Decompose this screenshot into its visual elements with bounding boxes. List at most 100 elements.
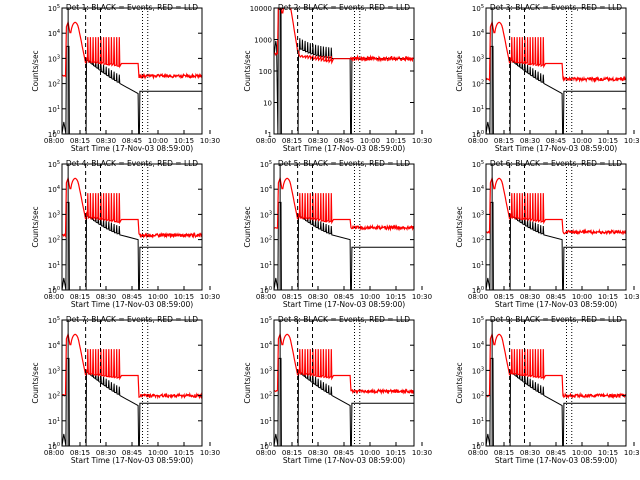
panel-title: Det 8: BLACK = Events, RED = LLD [278,315,410,324]
ytick-label: 100 [259,68,272,76]
series-events [486,358,626,446]
ytick-label: 104 [48,185,60,194]
x-axis-label: Start Time (17-Nov-03 08:59:00) [283,456,405,465]
plot-frame [486,320,626,446]
series-events [62,202,202,290]
xtick-label: 08:00 [468,449,488,457]
ytick-label: 104 [260,341,272,350]
plot-area [62,320,202,446]
ytick-label: 104 [260,185,272,194]
ytick-label: 101 [472,105,484,114]
panel-4: 100 101 102 103 104 105 08:00 08:15 08:30 08:45 10… [31,159,220,309]
series-lld [274,334,414,393]
xtick-label: 10:30 [624,449,640,457]
series-lld [62,22,202,78]
ytick-label: 102 [472,80,484,89]
series-events [274,358,414,446]
series-lld [486,178,626,234]
xtick-label: 08:00 [44,449,64,457]
ytick-label: 101 [260,417,272,426]
ytick-label: 101 [48,105,60,114]
panel-title: Det 7: BLACK = Events, RED = LLD [66,315,198,324]
ytick-label: 103 [260,210,272,219]
figure-canvas: 10010110210310410508:00 08:15 08:30 08:45 10… [0,0,640,480]
ytick-label: 10000 [250,5,272,13]
series-lld [486,22,626,81]
plot-area [486,164,626,290]
plot-frame [486,8,626,134]
panel-5: 100 101 102 103 104 105 08:00 08:15 08:30 08:45 10… [243,159,432,309]
xtick-label: 08:00 [468,137,488,145]
ytick-label: 101 [472,417,484,426]
ytick-label: 105 [48,316,60,325]
ytick-label: 105 [48,160,60,169]
xtick-label: 08:00 [256,293,276,301]
y-axis-label: Counts/sec [243,206,252,247]
x-axis-label: Start Time (17-Nov-03 08:59:00) [71,144,193,153]
y-axis-label: Counts/sec [31,206,40,247]
series-lld [486,334,626,397]
xtick-label: 10:30 [412,137,432,145]
ytick-label: 105 [260,160,272,169]
xtick-label: 10:30 [412,449,432,457]
xtick-label: 10:30 [200,293,220,301]
ytick-label: 105 [472,316,484,325]
panel-7: 100 101 102 103 104 105 08:00 08:15 08:30 08:45 10… [31,315,220,465]
ytick-label: 101 [48,417,60,426]
panel-title: Det 3: BLACK = Events, RED = LLD [490,3,622,12]
plot-frame [62,8,202,134]
y-axis-label: Counts/sec [455,362,464,403]
ytick-label: 103 [48,210,60,219]
ytick-label: 103 [472,54,484,63]
ytick-label: 105 [472,160,484,169]
ytick-label: 1000 [254,37,272,45]
ytick-label: 103 [260,366,272,375]
panel-8: 100 101 102 103 104 105 08:00 08:15 08:30 08:45 10… [243,315,432,465]
series-lld [62,334,202,397]
series-events [62,358,202,446]
ytick-label: 104 [472,185,484,194]
ytick-label: 102 [472,236,484,245]
y-axis-label: Counts/sec [455,206,464,247]
panel-9: 10010110210310410508:00 08:15 08:30 08:45 10… [455,315,640,465]
ytick-label: 105 [472,4,484,13]
ytick-label: 102 [260,236,272,245]
xtick-label: 10:30 [200,137,220,145]
x-axis-label: Start Time (17-Nov-03 08:59:00) [71,456,193,465]
ytick-label: 103 [48,366,60,375]
ytick-label: 102 [48,392,60,401]
series-events [274,202,414,290]
ytick-label: 102 [260,392,272,401]
ytick-label: 105 [260,316,272,325]
y-axis-label: Counts/sec [31,362,40,403]
ytick-label: 102 [48,80,60,89]
series-events [274,0,414,134]
y-axis-label: Counts/sec [31,50,40,91]
ytick-label: 104 [48,29,60,38]
panel-title: Det 4: BLACK = Events, RED = LLD [66,159,198,168]
x-axis-label: Start Time (17-Nov-03 08:59:00) [495,300,617,309]
ytick-label: 105 [48,4,60,13]
ytick-label: 101 [472,261,484,270]
series-events [486,202,626,290]
panel-title: Det 1: BLACK = Events, RED = LLD [66,3,198,12]
ytick-label: 104 [472,341,484,350]
ytick-label: 10 [263,100,272,108]
series-lld [274,178,414,229]
x-axis-label: Start Time (17-Nov-03 08:59:00) [283,144,405,153]
plot-area [274,0,414,134]
plot-frame [274,8,414,134]
ytick-label: 103 [472,210,484,219]
panel-6: 100 101 102 103 104 105 08:00 08:15 08:30 08:45 10… [455,159,640,309]
x-axis-label: Start Time (17-Nov-03 08:59:00) [283,300,405,309]
plot-frame [274,320,414,446]
ytick-label: 103 [48,54,60,63]
series-lld [62,178,202,237]
panel-3: 10010110210310410508:00 08:15 08:30 08:45 10… [455,3,640,153]
xtick-label: 08:00 [256,449,276,457]
y-axis-label: Counts/sec [243,362,252,403]
plot-frame [62,320,202,446]
panel-title: Det 5: BLACK = Events, RED = LLD [278,159,410,168]
ytick-label: 102 [472,392,484,401]
ytick-label: 101 [48,261,60,270]
